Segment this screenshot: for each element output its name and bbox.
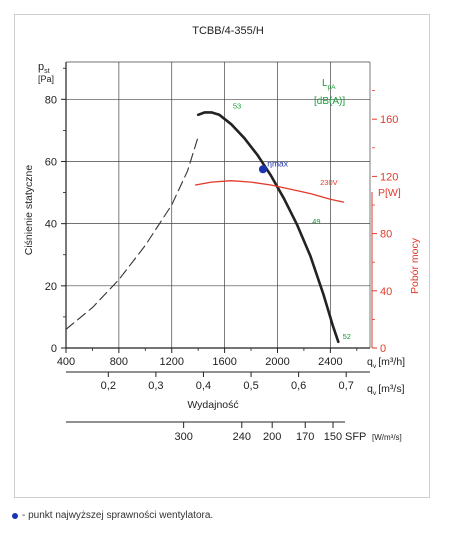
- eta-max-label: ηmax: [267, 158, 289, 168]
- pressure-curve: [196, 111, 340, 344]
- x2-tick-label: 0,3: [148, 380, 163, 392]
- sfp-tick-label: 200: [263, 431, 281, 443]
- power-curve: [194, 180, 345, 203]
- x-unit-m3h: qv [m³/h]: [367, 356, 405, 370]
- sfp-label: SFP: [345, 431, 366, 443]
- chart-frame: [14, 14, 430, 498]
- pressure-curve-unstable: [65, 136, 199, 330]
- sfp-tick-label: 150: [324, 431, 342, 443]
- y-tick-label: 80: [45, 94, 57, 106]
- annotation-label: 52: [343, 332, 351, 341]
- y2-axis-title: Pobór mocy: [409, 237, 421, 294]
- chart-title: TCBB/4-355/H: [192, 25, 264, 37]
- annotation-label: 230V: [320, 178, 338, 187]
- sfp-tick-label: 240: [233, 431, 251, 443]
- y-tick-label: 60: [45, 156, 57, 168]
- y2-tick-label: 120: [380, 171, 398, 183]
- x2-tick-label: 0,7: [339, 380, 354, 392]
- legend-note: - punkt najwyższej sprawności wentylator…: [12, 510, 213, 521]
- y2-tick-label: 40: [380, 286, 392, 298]
- y-unit-symbol: pst: [38, 61, 50, 75]
- lpa-symbol: LpA: [322, 78, 336, 91]
- sfp-tick-label: 170: [296, 431, 314, 443]
- sfp-unit: [W/m³/s]: [372, 433, 402, 442]
- x-tick-label: 2400: [318, 356, 342, 368]
- x2-tick-label: 0,2: [101, 380, 116, 392]
- x-tick-label: 2000: [265, 356, 289, 368]
- x2-tick-label: 0,4: [196, 380, 211, 392]
- lpa-unit: [dB(A)]: [314, 96, 345, 107]
- max-efficiency-dot-icon: [12, 512, 18, 519]
- y2-tick-label: 0: [380, 343, 386, 355]
- x-unit-m3s: qv [m³/s]: [367, 383, 405, 397]
- y-tick-label: 40: [45, 219, 57, 231]
- x2-tick-label: 0,6: [291, 380, 306, 392]
- sfp-tick-label: 300: [174, 431, 192, 443]
- annotation-label: 49: [312, 217, 320, 226]
- annotation-label: 53: [233, 102, 241, 111]
- y2-unit-label: P[W]: [378, 187, 401, 199]
- x2-tick-label: 0,5: [243, 380, 258, 392]
- y2-tick-label: 80: [380, 229, 392, 241]
- x-tick-label: 1600: [212, 356, 236, 368]
- x-tick-label: 400: [57, 356, 75, 368]
- legend-note-text: - punkt najwyższej sprawności wentylator…: [22, 510, 214, 521]
- x-tick-label: 1200: [159, 356, 183, 368]
- x-axis-title: Wydajność: [187, 399, 238, 411]
- y-tick-label: 0: [51, 343, 57, 355]
- y2-tick-label: 160: [380, 114, 398, 126]
- y-tick-label: 20: [45, 281, 57, 293]
- y-unit-label: [Pa]: [38, 74, 54, 84]
- y-axis-title: Ciśnienie statyczne: [23, 165, 35, 256]
- x-tick-label: 800: [110, 356, 128, 368]
- max-efficiency-point: [258, 165, 267, 174]
